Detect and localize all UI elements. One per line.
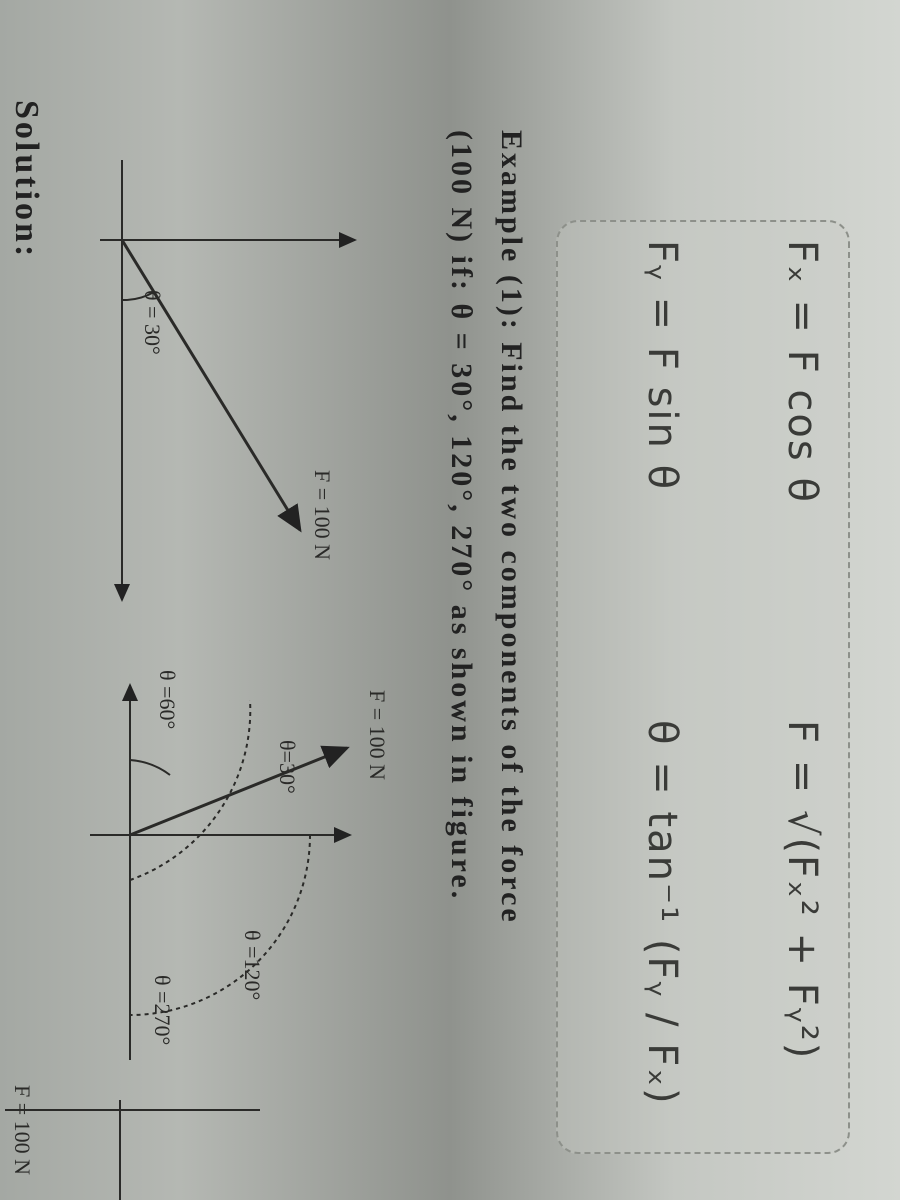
figure-2 — [90, 683, 352, 1060]
angle-label: θ =270° — [150, 975, 175, 1045]
figure-1 — [100, 160, 357, 602]
angle-label: θ =60° — [155, 670, 180, 729]
solution-heading: Solution: — [8, 100, 45, 260]
figure-3 — [5, 1100, 260, 1200]
force-label: F = 100 N — [310, 470, 335, 560]
angle-label: θ = 30° — [140, 290, 165, 355]
force-label: F = 100 N — [10, 1085, 35, 1175]
angle-label: θ=30° — [275, 740, 300, 794]
angle-label: θ =120° — [240, 930, 265, 1000]
force-label: F = 100 N — [365, 690, 390, 780]
